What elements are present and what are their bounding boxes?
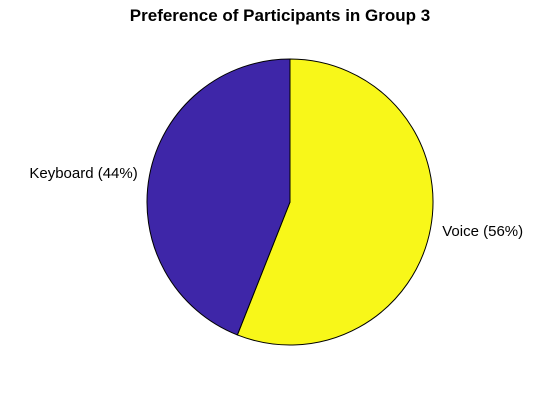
chart-title: Preference of Participants in Group 3	[129, 6, 431, 25]
pie-slice-label-1: Keyboard (44%)	[29, 165, 137, 182]
pie-slice-label-0: Voice (56%)	[442, 223, 523, 240]
pie-slice-1	[146, 58, 291, 336]
pie-slice-0	[236, 58, 434, 346]
